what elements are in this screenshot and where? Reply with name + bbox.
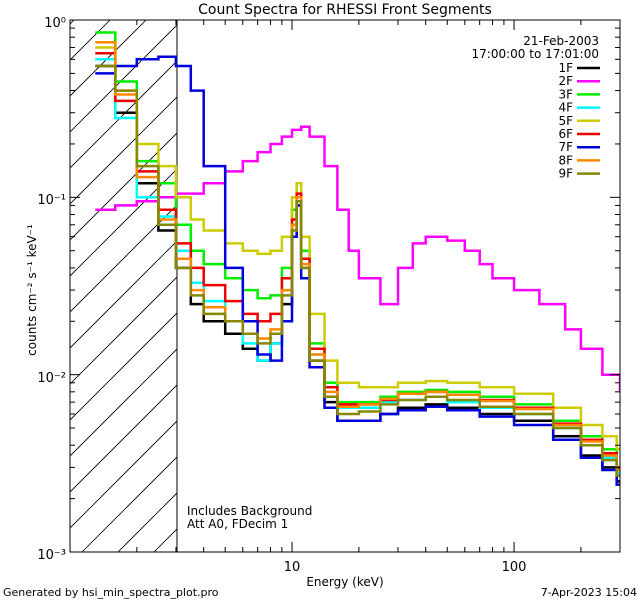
legend-label-5F: 5F [558, 114, 573, 128]
background-note: Includes Background [187, 504, 312, 518]
attenuator-note: Att A0, FDecim 1 [187, 517, 288, 531]
series-line-5F [95, 46, 620, 451]
hatch-line [70, 420, 177, 529]
y-tick-label-1: 10⁰ [44, 16, 66, 31]
hatch-line [70, 96, 177, 205]
hatch-line [70, 20, 111, 61]
hatch-line [70, 348, 177, 457]
legend-label-8F: 8F [558, 153, 573, 167]
y-tick-label-0.01: 10⁻² [37, 371, 66, 386]
y-tick-label-0.1: 10⁻¹ [37, 193, 66, 208]
plot-frame [69, 19, 621, 553]
y-axis-label: counts cm⁻² s⁻¹ keV⁻¹ [25, 224, 39, 356]
legend-label-3F: 3F [558, 87, 573, 101]
axis-ticks [69, 19, 621, 553]
generated-by-label: Generated by hsi_min_spectra_plot.pro [3, 586, 219, 599]
legend-label-2F: 2F [558, 74, 573, 88]
date-label: 21-Feb-2003 [523, 34, 599, 48]
legend-label-4F: 4F [558, 101, 573, 115]
series-line-7F [95, 55, 620, 486]
hatched-region [0, 0, 640, 552]
hatch-line [70, 168, 177, 277]
hatch-line [70, 24, 177, 133]
series-line-2F [95, 125, 620, 392]
hatch-line [70, 312, 177, 421]
hatch-line [70, 276, 177, 385]
hatch-line [70, 20, 75, 25]
hatch-line [81, 456, 177, 552]
hatch-line [70, 384, 177, 493]
series-layer [95, 31, 620, 486]
hatch-line [70, 132, 177, 241]
x-tick-label-100: 100 [502, 560, 527, 575]
timestamp-label: 7-Apr-2023 15:04 [541, 586, 637, 599]
chart-title: Count Spectra for RHESSI Front Segments [198, 2, 492, 18]
legend-label-7F: 7F [558, 140, 573, 154]
hatch-line [70, 204, 177, 313]
hatch-line [70, 240, 177, 349]
legend-label-6F: 6F [558, 127, 573, 141]
hatch-line [226, 0, 640, 552]
legend-label-1F: 1F [558, 61, 573, 75]
time-range-label: 17:00:00 to 17:01:00 [472, 47, 599, 61]
legend-label-9F: 9F [558, 167, 573, 181]
x-axis-label: Energy (keV) [306, 575, 383, 589]
y-tick-label-0.001: 10⁻³ [37, 548, 66, 563]
series-line-9F [95, 64, 620, 477]
x-tick-label-10: 10 [284, 560, 301, 575]
hatch-line [0, 0, 106, 552]
hatch-line [262, 0, 640, 552]
